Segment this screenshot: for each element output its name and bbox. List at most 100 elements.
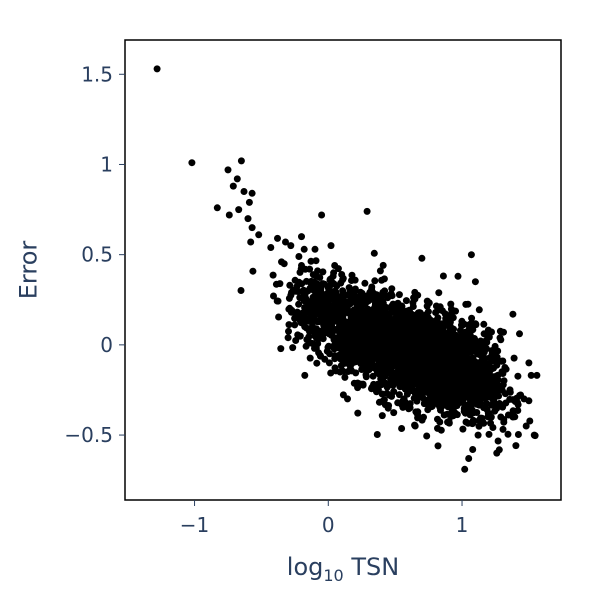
data-point <box>493 383 501 391</box>
data-point <box>296 332 304 340</box>
data-point <box>357 330 365 338</box>
data-point <box>485 409 493 417</box>
data-point <box>315 349 323 357</box>
data-point <box>360 337 368 345</box>
data-point <box>477 342 485 350</box>
data-point <box>399 379 407 387</box>
data-point <box>423 302 431 310</box>
data-point <box>354 379 361 387</box>
data-point <box>439 324 447 332</box>
data-point <box>344 395 351 403</box>
data-point <box>384 294 392 302</box>
data-point <box>348 326 356 334</box>
data-point <box>399 374 407 382</box>
data-point <box>509 310 517 318</box>
data-point <box>388 350 396 358</box>
data-point <box>311 299 319 307</box>
data-point <box>471 278 479 286</box>
data-point <box>286 281 294 289</box>
data-point <box>448 353 456 361</box>
data-point <box>343 318 351 326</box>
data-point <box>267 244 275 251</box>
data-point <box>371 277 379 285</box>
data-point <box>344 345 352 353</box>
data-point <box>322 291 330 299</box>
data-point <box>414 340 422 348</box>
data-point <box>435 289 443 297</box>
data-point <box>374 386 382 393</box>
data-point <box>300 297 308 305</box>
data-point <box>437 354 445 362</box>
data-point <box>454 356 462 364</box>
data-point <box>295 300 303 308</box>
data-point <box>291 314 299 322</box>
data-point <box>237 157 245 165</box>
data-point <box>339 287 347 295</box>
data-point <box>416 348 423 356</box>
data-point <box>499 403 507 411</box>
data-point <box>153 65 161 73</box>
data-point <box>280 260 288 268</box>
data-point <box>500 328 507 336</box>
data-point <box>480 320 488 328</box>
data-point <box>483 400 491 408</box>
data-point <box>465 455 473 462</box>
data-point <box>433 328 441 336</box>
data-point <box>407 355 415 363</box>
data-point <box>494 437 502 445</box>
data-point <box>434 442 442 450</box>
data-point <box>450 344 458 352</box>
data-point <box>360 365 368 373</box>
data-point <box>516 330 523 338</box>
data-point <box>416 309 424 317</box>
data-point <box>459 425 467 433</box>
data-point <box>325 306 333 314</box>
data-point <box>464 419 472 427</box>
data-point <box>377 338 385 346</box>
data-point <box>345 284 353 292</box>
data-point <box>294 288 302 295</box>
data-point <box>345 297 353 305</box>
data-point <box>390 409 398 417</box>
data-point <box>420 338 428 346</box>
data-point <box>493 404 501 412</box>
data-point <box>473 400 481 408</box>
data-point <box>474 431 482 439</box>
data-point <box>327 242 335 250</box>
data-point <box>363 207 371 215</box>
data-point <box>424 360 432 368</box>
data-point <box>314 340 322 348</box>
data-point <box>295 253 303 260</box>
data-point <box>327 315 335 323</box>
data-point <box>277 345 285 353</box>
data-point <box>321 280 329 288</box>
data-point <box>388 374 396 382</box>
data-point <box>520 395 528 403</box>
x-tick-label: −1 <box>180 513 209 537</box>
data-point <box>301 304 309 311</box>
data-point <box>466 411 474 419</box>
data-point <box>390 388 398 396</box>
y-tick-label: −0.5 <box>64 423 113 447</box>
data-point <box>348 271 356 279</box>
data-point <box>462 300 470 308</box>
data-point <box>477 414 485 422</box>
data-point <box>402 312 410 320</box>
data-point <box>509 413 517 421</box>
data-point <box>321 355 329 363</box>
data-point <box>306 339 314 347</box>
data-point <box>475 306 483 314</box>
data-point <box>244 215 252 223</box>
data-point <box>395 391 403 399</box>
data-point <box>450 404 457 412</box>
data-point <box>358 289 366 297</box>
data-point <box>469 321 476 329</box>
data-point <box>418 254 426 262</box>
data-point <box>442 315 450 323</box>
data-point <box>299 317 306 325</box>
data-point <box>462 343 470 351</box>
data-point <box>289 344 297 352</box>
data-point <box>370 249 378 257</box>
data-point <box>370 361 377 369</box>
data-point <box>442 350 450 358</box>
